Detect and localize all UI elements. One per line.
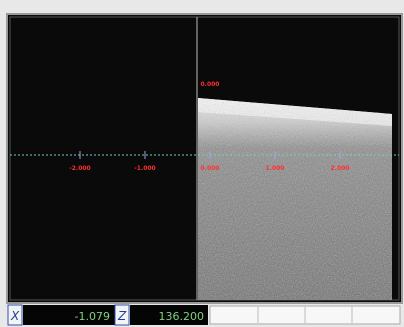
viewer-window: -2.000 -1.000 0.000 1.000 2.000 0.000 X -1.07… [0,0,404,327]
x-value: -1.079 [75,310,110,323]
z-label: Z [117,309,127,323]
page: -2.000 -1.000 0.000 1.000 2.000 0.000 X -1.07… [0,0,404,327]
vertical-label: 0.000 [201,81,220,88]
horizontal-label: 0.000 [201,165,220,172]
horizontal-label: 2.000 [331,165,350,172]
x-label: X [10,309,20,323]
horizontal-label: -1.000 [134,165,155,172]
horizontal-label: -2.000 [69,165,90,172]
scan-image [198,98,392,300]
horizontal-label: 1.000 [266,165,285,172]
z-value: 136.200 [159,310,205,323]
